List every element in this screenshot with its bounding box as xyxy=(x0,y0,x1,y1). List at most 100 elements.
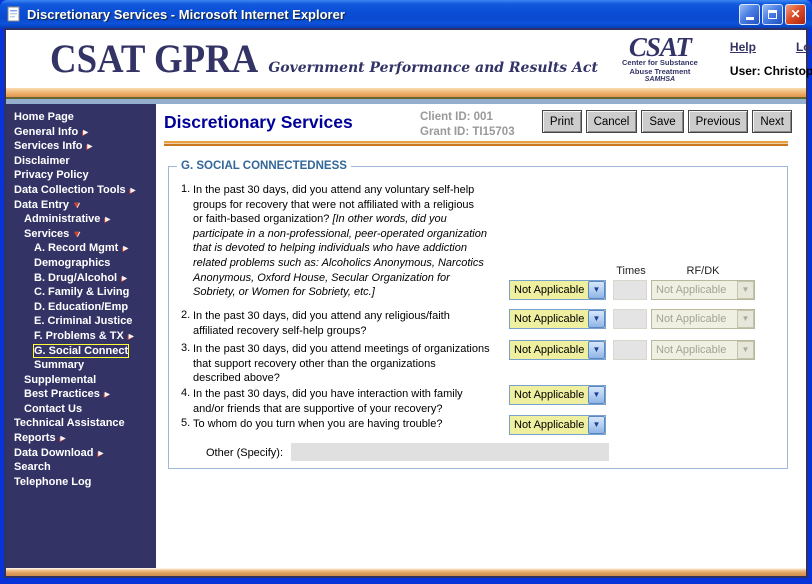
cancel-button[interactable]: Cancel xyxy=(585,110,638,133)
print-button[interactable]: Print xyxy=(541,110,582,133)
close-button[interactable]: ✕ xyxy=(785,3,806,25)
sidebar-item-data-entry[interactable]: Data Entry ▼ xyxy=(14,198,81,211)
sidebar-item-drug-alcohol[interactable]: B. Drug/Alcohol ► xyxy=(34,271,130,284)
question-3: 3. In the past 30 days, did you attend m… xyxy=(169,342,517,386)
q2-times-input[interactable] xyxy=(613,309,647,329)
submenu-arrow-icon: ► xyxy=(85,141,95,152)
save-button[interactable]: Save xyxy=(641,110,684,133)
sidebar-item-search[interactable]: Search xyxy=(14,461,51,474)
question-1-number: 1. xyxy=(181,183,191,195)
question-3-text: In the past 30 days, did you attend meet… xyxy=(193,343,490,385)
q4-response-select[interactable]: Not Applicable ▼ xyxy=(509,385,606,405)
sidebar-item-services-info[interactable]: Services Info ► xyxy=(14,140,95,153)
sidebar-item-criminal-justice[interactable]: E. Criminal Justice xyxy=(34,315,133,328)
sidebar-item-home-page[interactable]: Home Page xyxy=(14,111,74,123)
sidebar-item-general-info[interactable]: General Info ► xyxy=(14,125,91,138)
section-legend: G. SOCIAL CONNECTEDNESS xyxy=(177,160,351,172)
question-5-number: 5. xyxy=(181,417,191,429)
title-separator xyxy=(164,141,788,146)
other-specify-input[interactable] xyxy=(291,443,609,461)
submenu-arrow-icon: ► xyxy=(102,389,112,400)
q1-rfdk-select: Not Applicable ▼ xyxy=(651,280,755,300)
q3-rfdk-select: Not Applicable ▼ xyxy=(651,340,755,360)
question-1-text: In the past 30 days, did you attend any … xyxy=(193,184,487,299)
question-1-note: [In other words, did you participate in … xyxy=(193,213,487,299)
sidebar-item-education-emp[interactable]: D. Education/Emp xyxy=(34,300,129,313)
question-2: 2. In the past 30 days, did you attend a… xyxy=(169,309,517,338)
question-2-number: 2. xyxy=(181,309,191,321)
sidebar-item-problems-tx[interactable]: F. Problems & TX ► xyxy=(34,329,136,342)
submenu-arrow-icon: ► xyxy=(128,184,138,195)
submenu-open-arrow-icon: ▼ xyxy=(72,228,82,239)
csat-logo-samhsa: SAMHSA xyxy=(644,76,676,84)
q2-response-select[interactable]: Not Applicable ▼ xyxy=(509,309,606,329)
maximize-button[interactable] xyxy=(762,3,783,25)
q3-times-input[interactable] xyxy=(613,340,647,360)
submenu-arrow-icon: ► xyxy=(121,243,131,254)
page-title: Discretionary Services xyxy=(164,112,353,132)
sidebar-item-administrative[interactable]: Administrative ► xyxy=(24,213,113,226)
csat-logo: CSAT Center for Substance Abuse Treatmen… xyxy=(604,31,716,84)
sidebar-item-best-practices[interactable]: Best Practices ► xyxy=(24,388,112,401)
client-id-label: Client ID: 001 xyxy=(420,111,493,123)
chevron-down-icon: ▼ xyxy=(588,310,605,328)
sidebar-item-family-living[interactable]: C. Family & Living xyxy=(34,286,130,299)
sidebar-item-social-connect[interactable]: G. Social Connect xyxy=(32,343,130,358)
sidebar-item-summary[interactable]: Summary xyxy=(34,359,85,372)
help-link[interactable]: Help xyxy=(729,40,756,54)
q3-response-select[interactable]: Not Applicable ▼ xyxy=(509,340,606,360)
submenu-arrow-icon: ► xyxy=(58,433,68,444)
previous-button[interactable]: Previous xyxy=(687,110,749,133)
header-orange-stripe xyxy=(6,88,806,97)
question-4: 4. In the past 30 days, did you have int… xyxy=(169,387,517,416)
question-5-text: To whom do you turn when you are having … xyxy=(193,418,443,430)
question-3-number: 3. xyxy=(181,342,191,354)
logout-link[interactable]: Logout xyxy=(795,40,812,54)
sidebar-item-telephone-log[interactable]: Telephone Log xyxy=(14,475,92,488)
grant-id-label: Grant ID: TI15703 xyxy=(420,126,515,138)
next-button[interactable]: Next xyxy=(752,110,792,133)
sidebar-item-technical-assistance[interactable]: Technical Assistance xyxy=(14,417,125,430)
chevron-down-icon: ▼ xyxy=(588,341,605,359)
minimize-button[interactable] xyxy=(739,3,760,25)
chevron-down-icon: ▼ xyxy=(737,310,754,328)
header-olive-line xyxy=(6,97,806,99)
csat-logo-title: CSAT xyxy=(628,31,692,62)
sidebar-item-contact-us[interactable]: Contact Us xyxy=(24,402,83,415)
chevron-down-icon: ▼ xyxy=(737,341,754,359)
sidebar-item-supplemental[interactable]: Supplemental xyxy=(24,373,97,386)
bottom-bar xyxy=(6,568,806,576)
sidebar-nav: Home Page General Info ► Services Info ► D… xyxy=(6,104,156,568)
sidebar-item-disclaimer[interactable]: Disclaimer xyxy=(14,154,70,167)
window-title: Discretionary Services - Microsoft Inter… xyxy=(27,6,345,22)
q1-times-input[interactable] xyxy=(613,280,647,300)
submenu-arrow-icon: ► xyxy=(120,272,130,283)
minimize-icon xyxy=(745,17,754,20)
other-specify-label: Other (Specify): xyxy=(206,447,284,459)
rfdk-column-header: RF/DK xyxy=(686,265,720,277)
question-5: 5. To whom do you turn when you are havi… xyxy=(169,417,517,432)
question-4-number: 4. xyxy=(181,387,191,399)
submenu-arrow-icon: ► xyxy=(126,330,136,341)
brand-title: CSAT GPRA xyxy=(50,36,259,81)
times-column-header: Times xyxy=(616,265,646,277)
social-connectedness-section: G. SOCIAL CONNECTEDNESS 1. In the past 3… xyxy=(168,160,788,469)
brand-block: CSAT GPRA Government Performance and Res… xyxy=(50,39,598,79)
sidebar-item-data-download[interactable]: Data Download ► xyxy=(14,446,106,459)
csat-logo-line2: Abuse Treatment xyxy=(629,66,691,76)
sidebar-item-reports[interactable]: Reports ► xyxy=(14,432,68,445)
chevron-down-icon: ▼ xyxy=(588,386,605,404)
q1-response-select[interactable]: Not Applicable ▼ xyxy=(509,280,606,300)
app-header: CSAT GPRA Government Performance and Res… xyxy=(6,30,812,88)
internet-explorer-icon xyxy=(7,6,20,22)
sidebar-item-demographics[interactable]: Demographics xyxy=(34,256,111,269)
sidebar-item-privacy-policy[interactable]: Privacy Policy xyxy=(14,169,89,182)
sidebar-item-data-collection-tools[interactable]: Data Collection Tools ► xyxy=(14,183,138,196)
csat-logo-line1: Center for Substance xyxy=(621,58,698,68)
sidebar-item-services[interactable]: Services ▼ xyxy=(24,227,82,240)
question-2-text: In the past 30 days, did you attend any … xyxy=(193,310,450,337)
content-area: Discretionary Services Client ID: 001 Gr… xyxy=(156,104,806,568)
action-buttons: Print Cancel Save Previous Next xyxy=(541,110,792,133)
q5-response-select[interactable]: Not Applicable ▼ xyxy=(509,415,606,435)
sidebar-item-record-mgmt[interactable]: A. Record Mgmt ► xyxy=(34,242,131,255)
